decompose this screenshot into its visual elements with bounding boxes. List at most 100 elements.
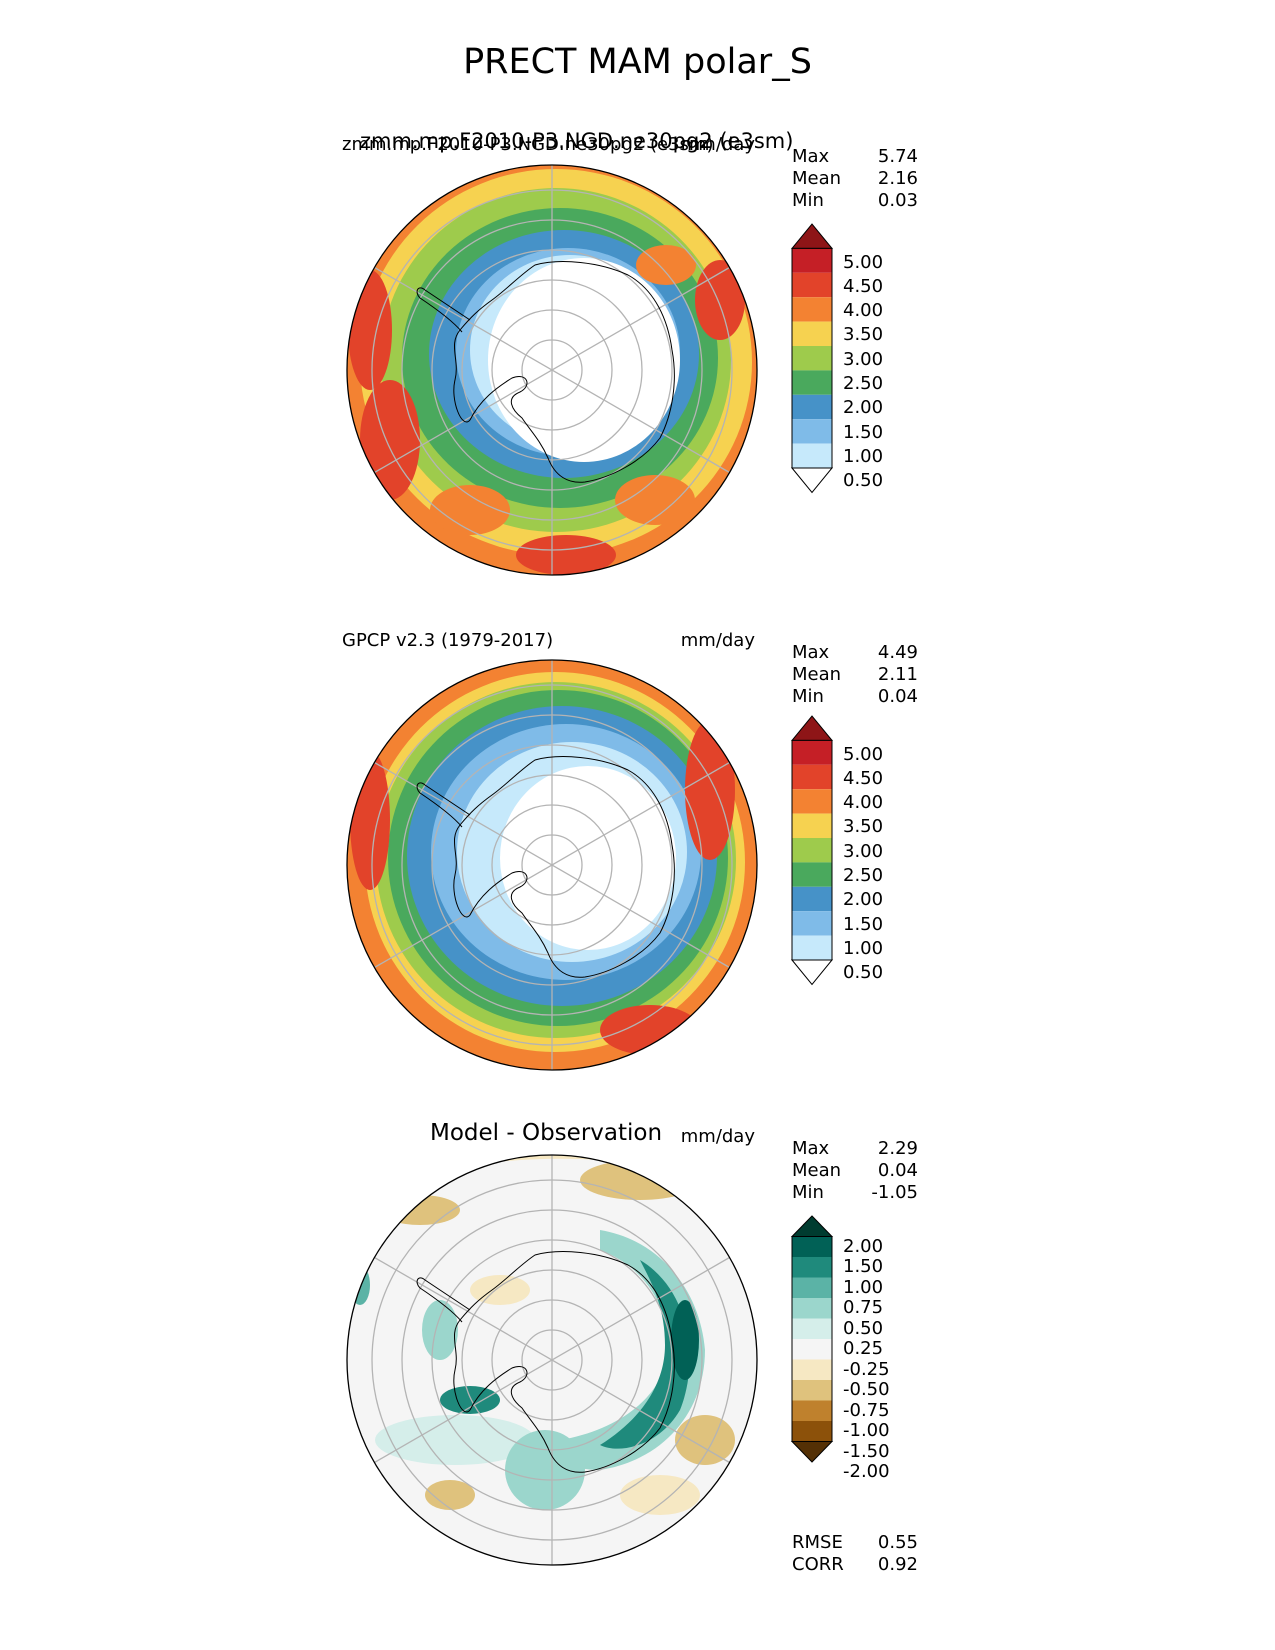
- precip-band-0: [488, 258, 680, 462]
- panel1-cb-tick: 3.00: [843, 349, 884, 370]
- antarctic-peninsula-coastline: [416, 287, 471, 333]
- panel3-cb-tick: -0.75: [843, 1400, 890, 1421]
- colorbar-segment: [792, 911, 832, 936]
- panel1-cb-tick: 2.50: [843, 373, 884, 394]
- panel1-cb-tick: 0.50: [843, 470, 884, 491]
- panel3-colorbar: [790, 1215, 834, 1463]
- panel3-min-value: -1.05: [871, 1182, 918, 1203]
- colorbar-segment: [792, 764, 832, 790]
- panel2-mean-label: Mean: [792, 664, 842, 685]
- diff-patch-pos: [422, 1300, 458, 1360]
- antarctic-peninsula-coastline: [416, 782, 471, 828]
- panel1-cb-tick: 5.00: [843, 252, 884, 273]
- panel2-cb-tick: 4.00: [843, 792, 884, 813]
- diff-patch-neg: [580, 1160, 700, 1200]
- antarctica-coastline: [453, 1251, 675, 1473]
- panel1-cb-tick: 4.50: [843, 276, 884, 297]
- panel2-cb-tick: 3.00: [843, 841, 884, 862]
- diff-patch-neg: [675, 1415, 735, 1465]
- panel1-cb-tick: 1.00: [843, 446, 884, 467]
- colorbar-extend-min: [790, 1441, 834, 1463]
- colorbar-segment: [792, 370, 832, 395]
- panel3-cb-tick: 1.00: [843, 1277, 884, 1298]
- panel3-min-label: Min: [792, 1182, 824, 1203]
- colorbar-extend-max: [790, 223, 834, 249]
- diff-band-pos-strong: [600, 1260, 690, 1449]
- panel3-cb-tick: -0.50: [843, 1379, 890, 1400]
- colorbar-extend-min: [790, 959, 834, 986]
- panel2-left-title: GPCP v2.3 (1979-2017): [342, 630, 554, 651]
- precip-patch-high: [348, 270, 392, 390]
- panel1-min-label: Min: [792, 190, 824, 211]
- panel2-cb-tick: 1.50: [843, 914, 884, 935]
- diff-patch-pos: [505, 1430, 585, 1510]
- panel2-mean-value: 2.11: [877, 664, 918, 685]
- colorbar-segment: [792, 862, 832, 887]
- panel3-cb-tick: -1.50: [843, 1441, 890, 1462]
- colorbar-segment: [792, 419, 832, 444]
- colorbar-segment: [792, 1277, 832, 1298]
- panel3-map-boundary: [346, 1154, 758, 1566]
- colorbar-extend-max: [790, 715, 834, 741]
- colorbar-segment: [792, 886, 832, 912]
- precip-patch-mid: [615, 475, 695, 525]
- diff-patch-neg: [380, 1195, 460, 1225]
- panel2-cb-tick: 3.50: [843, 816, 884, 837]
- colorbar-segment: [792, 272, 832, 298]
- panel2-min-value: 0.04: [877, 686, 918, 707]
- panel2-map: [347, 660, 757, 1070]
- panel1-map-boundary: [346, 164, 758, 576]
- colorbar-extend-max: [790, 1215, 834, 1237]
- colorbar-segment: [792, 935, 832, 960]
- panel2-cb-tick: 2.00: [843, 889, 884, 910]
- precip-patch-high: [600, 1005, 700, 1055]
- panel3-max-label: Max: [792, 1138, 830, 1159]
- precip-patch-high: [516, 535, 616, 575]
- colorbar-extend-min: [790, 467, 834, 494]
- colorbar-segment: [792, 1339, 832, 1360]
- diff-patch-neg: [425, 1480, 475, 1510]
- panel1-left-title-overlap: zmm.mp.F2010-P3.NGD.ne30pg2 (e3sm): [360, 129, 794, 153]
- precip-patch-mid: [636, 245, 696, 285]
- colorbar-segment: [792, 321, 832, 346]
- colorbar-segment: [792, 394, 832, 420]
- panel1-max-label: Max: [792, 146, 830, 167]
- colorbar-segment: [792, 838, 832, 863]
- diff-patch-neg: [470, 1275, 530, 1305]
- panel3-rmse-label: RMSE: [792, 1532, 843, 1553]
- panel3-cb-tick: 1.50: [843, 1256, 884, 1277]
- colorbar-segment: [792, 248, 832, 273]
- panel2-cb-tick: 2.50: [843, 865, 884, 886]
- panel2-map-boundary: [346, 659, 758, 1071]
- colorbar-segment: [792, 1318, 832, 1339]
- colorbar-segment: [792, 1298, 832, 1319]
- panel2-cb-tick: 0.50: [843, 962, 884, 983]
- colorbar-segment: [792, 1257, 832, 1278]
- panel2-cb-tick: 4.50: [843, 768, 884, 789]
- panel3-cb-tick: -0.25: [843, 1359, 890, 1380]
- colorbar-segment: [792, 297, 832, 322]
- panel1-graticule: [371, 165, 733, 575]
- panel1-units: mm/day: [680, 134, 755, 155]
- precip-patch-high: [685, 720, 735, 860]
- panel1-cb-tick: 3.50: [843, 324, 884, 345]
- panel3-rmse-value: 0.55: [877, 1532, 918, 1553]
- panel2-max-label: Max: [792, 642, 830, 663]
- colorbar-segment: [792, 443, 832, 468]
- antarctica-coastline: [453, 756, 675, 978]
- panel3-cb-tick: 2.00: [843, 1236, 884, 1257]
- panel1-mean-value: 2.16: [877, 168, 918, 189]
- panel3-mean-label: Mean: [792, 1160, 842, 1181]
- panel3-title: Model - Observation: [430, 1120, 663, 1146]
- panel3-corr-label: CORR: [792, 1554, 844, 1575]
- panel1-cb-tick: 1.50: [843, 422, 884, 443]
- colorbar-outline: [791, 739, 833, 961]
- colorbar-outline: [791, 247, 833, 469]
- colorbar-segment: [792, 789, 832, 814]
- panel1-cb-tick: 4.00: [843, 300, 884, 321]
- antarctica-coastline: [453, 261, 675, 483]
- panel1-mean-label: Mean: [792, 168, 842, 189]
- panel2-cb-tick: 5.00: [843, 744, 884, 765]
- precip-band-0: [500, 766, 676, 950]
